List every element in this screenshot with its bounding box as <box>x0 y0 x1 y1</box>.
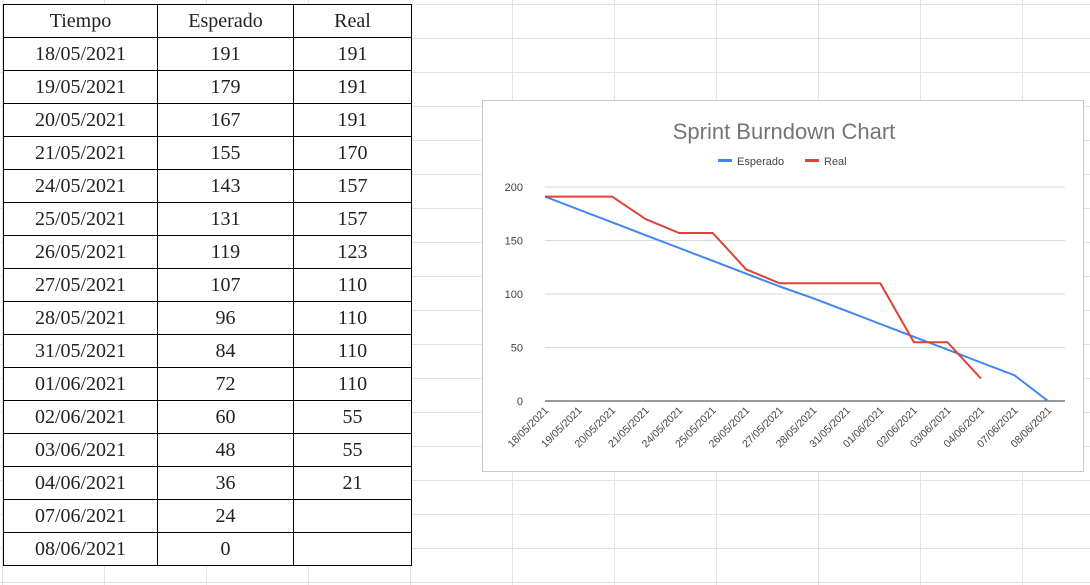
chart-legend: Esperado Real <box>718 156 847 168</box>
chart-series <box>544 195 1049 402</box>
header-cell-tiempo[interactable]: Tiempo <box>3 4 158 38</box>
cell-esperado[interactable]: 84 <box>157 334 294 368</box>
cell-tiempo[interactable]: 28/05/2021 <box>3 301 158 335</box>
table-row: 03/06/2021 48 55 <box>3 433 412 467</box>
cell-esperado[interactable]: 24 <box>157 499 294 533</box>
cell-esperado[interactable]: 48 <box>157 433 294 467</box>
cell-real[interactable] <box>293 499 412 533</box>
cell-tiempo[interactable]: 02/06/2021 <box>3 400 158 434</box>
cell-real[interactable]: 170 <box>293 136 412 170</box>
cell-tiempo[interactable]: 04/06/2021 <box>3 466 158 500</box>
legend-swatch-real <box>805 159 819 162</box>
table-row: 25/05/2021 131 157 <box>3 202 412 236</box>
cell-tiempo[interactable]: 21/05/2021 <box>3 136 158 170</box>
table-row: 31/05/2021 84 110 <box>3 334 412 368</box>
cell-real[interactable]: 110 <box>293 334 412 368</box>
cell-esperado[interactable]: 36 <box>157 466 294 500</box>
series-line-real <box>545 195 982 380</box>
cell-tiempo[interactable]: 25/05/2021 <box>3 202 158 236</box>
table-row: 24/05/2021 143 157 <box>3 169 412 203</box>
cell-esperado[interactable]: 0 <box>157 532 294 566</box>
cell-esperado[interactable]: 155 <box>157 136 294 170</box>
chart-svg: Sprint Burndown Chart Esperado Real 0 50 10… <box>505 119 1065 451</box>
cell-real[interactable]: 191 <box>293 103 412 137</box>
table-row: 26/05/2021 119 123 <box>3 235 412 269</box>
y-tick-label: 200 <box>505 182 523 194</box>
chart-grid <box>545 186 1065 402</box>
cell-esperado[interactable]: 131 <box>157 202 294 236</box>
chart-title: Sprint Burndown Chart <box>673 119 896 144</box>
table-row: 21/05/2021 155 170 <box>3 136 412 170</box>
cell-real[interactable]: 110 <box>293 301 412 335</box>
table-row: 28/05/2021 96 110 <box>3 301 412 335</box>
cell-esperado[interactable]: 167 <box>157 103 294 137</box>
cell-tiempo[interactable]: 19/05/2021 <box>3 70 158 104</box>
cell-tiempo[interactable]: 26/05/2021 <box>3 235 158 269</box>
header-cell-esperado[interactable]: Esperado <box>157 4 294 38</box>
cell-esperado[interactable]: 191 <box>157 37 294 71</box>
table-row: 02/06/2021 60 55 <box>3 400 412 434</box>
cell-esperado[interactable]: 179 <box>157 70 294 104</box>
cell-esperado[interactable]: 60 <box>157 400 294 434</box>
cell-real[interactable]: 157 <box>293 202 412 236</box>
burndown-chart[interactable]: Sprint Burndown Chart Esperado Real 0 50 10… <box>482 100 1084 472</box>
data-table: Tiempo Esperado Real 18/05/2021 191 191 19/… <box>3 4 412 566</box>
table-header-row: Tiempo Esperado Real <box>3 4 412 38</box>
cell-real[interactable]: 110 <box>293 367 412 401</box>
table-row: 08/06/2021 0 <box>3 532 412 566</box>
cell-real[interactable]: 191 <box>293 37 412 71</box>
cell-tiempo[interactable]: 31/05/2021 <box>3 334 158 368</box>
table-row: 19/05/2021 179 191 <box>3 70 412 104</box>
y-tick-label: 100 <box>505 289 523 301</box>
y-tick-label: 0 <box>517 396 523 408</box>
cell-real[interactable]: 191 <box>293 70 412 104</box>
cell-tiempo[interactable]: 07/06/2021 <box>3 499 158 533</box>
table-row: 01/06/2021 72 110 <box>3 367 412 401</box>
cell-real[interactable]: 157 <box>293 169 412 203</box>
series-line-esperado <box>544 195 1049 402</box>
cell-real[interactable] <box>293 532 412 566</box>
y-tick-label: 150 <box>505 236 523 248</box>
cell-real[interactable]: 21 <box>293 466 412 500</box>
table-row: 07/06/2021 24 <box>3 499 412 533</box>
table-row: 04/06/2021 36 21 <box>3 466 412 500</box>
cell-real[interactable]: 55 <box>293 400 412 434</box>
cell-esperado[interactable]: 119 <box>157 235 294 269</box>
cell-tiempo[interactable]: 27/05/2021 <box>3 268 158 302</box>
cell-real[interactable]: 123 <box>293 235 412 269</box>
y-tick-label: 50 <box>511 343 523 355</box>
y-axis: 0 50 100 150 200 <box>505 182 523 408</box>
legend-label-esperado: Esperado <box>737 156 784 168</box>
cell-esperado[interactable]: 72 <box>157 367 294 401</box>
cell-real[interactable]: 55 <box>293 433 412 467</box>
table-row: 27/05/2021 107 110 <box>3 268 412 302</box>
cell-tiempo[interactable]: 08/06/2021 <box>3 532 158 566</box>
table-row: 20/05/2021 167 191 <box>3 103 412 137</box>
x-axis: 18/05/202119/05/202120/05/202121/05/2021… <box>505 405 1054 451</box>
legend-label-real: Real <box>824 156 847 168</box>
table-row: 18/05/2021 191 191 <box>3 37 412 71</box>
cell-tiempo[interactable]: 20/05/2021 <box>3 103 158 137</box>
cell-tiempo[interactable]: 24/05/2021 <box>3 169 158 203</box>
cell-esperado[interactable]: 143 <box>157 169 294 203</box>
cell-esperado[interactable]: 107 <box>157 268 294 302</box>
header-cell-real[interactable]: Real <box>293 4 412 38</box>
legend-swatch-esperado <box>718 159 732 162</box>
cell-tiempo[interactable]: 18/05/2021 <box>3 37 158 71</box>
cell-real[interactable]: 110 <box>293 268 412 302</box>
cell-tiempo[interactable]: 01/06/2021 <box>3 367 158 401</box>
cell-tiempo[interactable]: 03/06/2021 <box>3 433 158 467</box>
cell-esperado[interactable]: 96 <box>157 301 294 335</box>
